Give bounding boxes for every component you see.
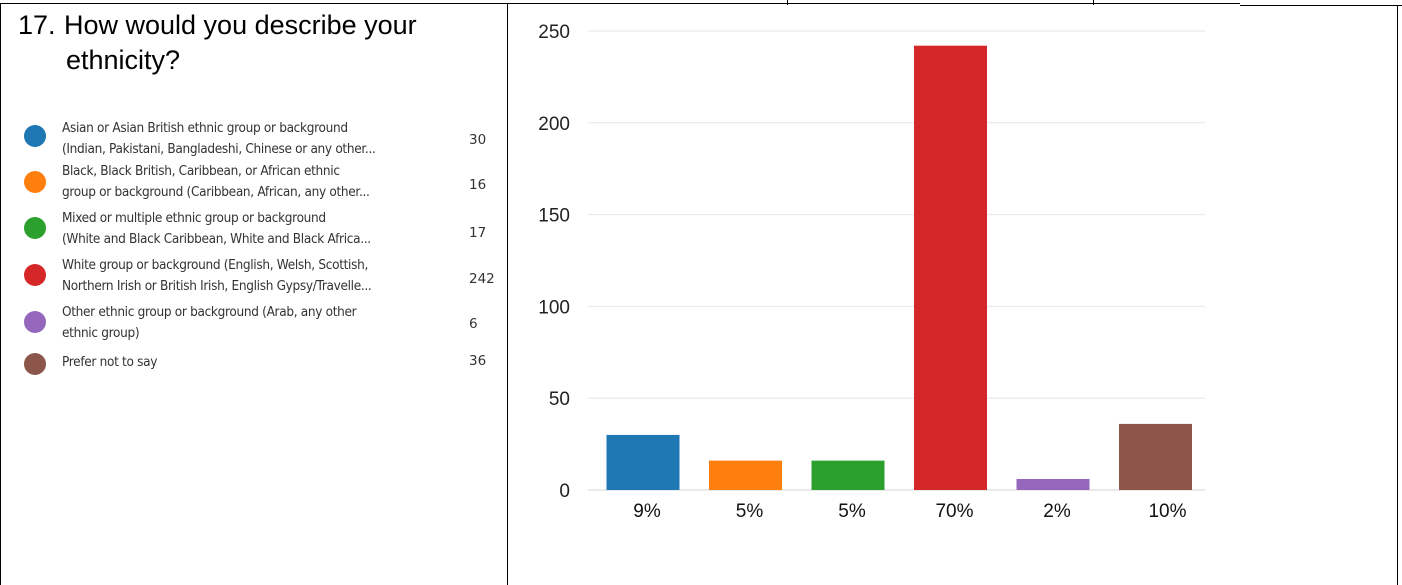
y-tick-label: 150 <box>538 206 570 227</box>
header-cell-divider-1 <box>787 0 788 5</box>
legend-label-line2: ethnic group) <box>62 326 140 341</box>
legend-label-line2: group or background (Caribbean, African,… <box>62 185 370 200</box>
x-category-label: 5% <box>838 501 866 522</box>
bar <box>1016 478 1090 490</box>
legend-label: Prefer not to say <box>62 352 384 373</box>
legend-swatch <box>24 353 46 375</box>
y-tick-label: 250 <box>538 22 570 43</box>
legend-item-white: White group or background (English, Wels… <box>22 255 495 299</box>
legend-item-black: Black, Black British, Caribbean, or Afri… <box>22 161 492 205</box>
legend-count: 17 <box>469 225 487 241</box>
bar <box>709 460 782 490</box>
table-right-border <box>1397 5 1398 585</box>
legend-count: 30 <box>469 132 487 148</box>
question-text-line1: How would you describe your <box>64 10 417 40</box>
question-text-line2: ethnicity? <box>66 45 181 75</box>
y-tick-label: 0 <box>559 481 570 502</box>
legend-label: Asian or Asian British ethnic group or b… <box>62 118 384 160</box>
bar <box>914 45 987 491</box>
x-category-label: 10% <box>1148 501 1186 522</box>
legend-count: 6 <box>469 316 478 332</box>
legend-label-line1: Asian or Asian British ethnic group or b… <box>62 121 348 136</box>
legend-item-mixed: Mixed or multiple ethnic group or backgr… <box>22 208 492 252</box>
chart-bars <box>606 45 1192 491</box>
legend-label-line1: Mixed or multiple ethnic group or backgr… <box>62 211 326 226</box>
legend-swatch <box>24 264 46 286</box>
legend-swatch <box>24 311 46 333</box>
legend-count: 242 <box>469 271 495 287</box>
y-tick-label: 100 <box>538 297 570 318</box>
question-number: 17. <box>18 10 56 40</box>
legend-label: Black, Black British, Caribbean, or Afri… <box>62 161 384 203</box>
legend-item-asian: Asian or Asian British ethnic group or b… <box>22 114 492 158</box>
legend-label-line2: (Indian, Pakistani, Bangladeshi, Chinese… <box>62 142 376 157</box>
x-category-label: 70% <box>935 501 973 522</box>
y-axis-ticks: 0 50 100 150 200 250 <box>538 22 570 502</box>
legend-swatch <box>24 171 46 193</box>
table-column-divider <box>507 3 508 585</box>
x-category-label: 5% <box>736 501 764 522</box>
table-top-border <box>0 3 1240 4</box>
legend-swatch <box>24 125 46 147</box>
legend-label-line1: Other ethnic group or background (Arab, … <box>62 305 357 320</box>
legend-item-other: Other ethnic group or background (Arab, … <box>22 302 492 346</box>
legend-label: Other ethnic group or background (Arab, … <box>62 302 384 344</box>
bar <box>811 460 885 490</box>
y-tick-label: 50 <box>549 389 570 410</box>
legend-label-line1: Black, Black British, Caribbean, or Afri… <box>62 164 340 179</box>
legend-label: Mixed or multiple ethnic group or backgr… <box>62 208 384 250</box>
legend-count: 36 <box>469 353 487 369</box>
question-heading: 17. How would you describe your ethnicity… <box>18 8 498 78</box>
bar <box>606 434 680 490</box>
legend-count: 16 <box>469 177 487 193</box>
legend-swatch <box>24 217 46 239</box>
table-left-border <box>0 3 1 585</box>
x-axis-labels: 9% 5% 5% 70% 2% 10% <box>633 501 1186 522</box>
header-cell-divider-2 <box>1093 0 1094 5</box>
x-category-label: 9% <box>633 501 661 522</box>
legend-label: White group or background (English, Wels… <box>62 255 384 297</box>
chart-grid <box>588 30 1205 491</box>
bar <box>1119 423 1192 490</box>
legend-label-line2: Northern Irish or British Irish, English… <box>62 279 372 294</box>
x-category-label: 2% <box>1043 501 1071 522</box>
legend-label-line1: White group or background (English, Wels… <box>62 258 369 273</box>
legend-label-line2: (White and Black Caribbean, White and Bl… <box>62 232 371 247</box>
legend-label-line1: Prefer not to say <box>62 355 158 370</box>
legend-item-prefer-not: Prefer not to say 36 <box>22 352 492 396</box>
y-tick-label: 200 <box>538 114 570 135</box>
table-top-border-right <box>1240 5 1402 6</box>
